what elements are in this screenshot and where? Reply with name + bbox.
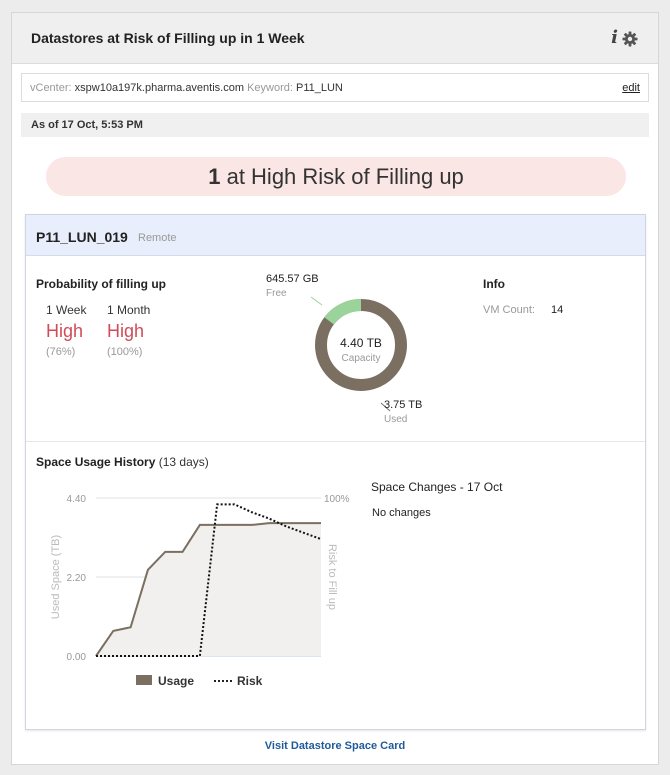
history-title: Space Usage History (13 days) bbox=[36, 455, 209, 469]
info-title: Info bbox=[483, 277, 505, 291]
widget-panel: Datastores at Risk of Filling up in 1 We… bbox=[11, 12, 659, 765]
datastore-card: P11_LUN_019 Remote Probability of fillin… bbox=[25, 214, 646, 730]
legend-usage-label: Usage bbox=[158, 674, 195, 688]
probability-month-pct: (100%) bbox=[107, 346, 143, 358]
free-value: 645.57 GB bbox=[266, 273, 319, 285]
capacity-value: 4.40 TB bbox=[340, 336, 382, 350]
info-icon[interactable]: i bbox=[611, 27, 618, 48]
free-leader-line bbox=[310, 296, 323, 306]
usage-line bbox=[95, 522, 321, 657]
visit-datastore-link[interactable]: Visit Datastore Space Card bbox=[264, 740, 406, 752]
y-axis-title: Used Space (TB) bbox=[50, 535, 62, 619]
used-label: Used bbox=[384, 414, 408, 425]
used-leader-line bbox=[380, 402, 391, 412]
used-value: 3.75 TB bbox=[384, 399, 423, 411]
space-changes-title: Space Changes - 17 Oct bbox=[371, 480, 503, 494]
widget-header: Datastores at Risk of Filling up in 1 We… bbox=[12, 13, 658, 64]
keyword-value: P11_LUN bbox=[296, 82, 343, 94]
donut-free-arc bbox=[324, 299, 362, 325]
probability-month-level: High bbox=[107, 321, 145, 341]
probability-month: 1 Month High (100%) bbox=[107, 303, 150, 358]
vcenter-label: vCenter: bbox=[30, 82, 72, 94]
space-changes-body: No changes bbox=[372, 507, 431, 519]
capacity-donut: 645.57 GB Free 4.40 TB Capacity 3.75 TB … bbox=[266, 267, 486, 437]
y-tick-label: 4.40 bbox=[67, 494, 87, 505]
probability-week-pct: (76%) bbox=[46, 346, 76, 358]
y2-axis-title: Risk to Fill up bbox=[326, 544, 338, 610]
filter-text: vCenter: xspw10a197k.pharma.aventis.com … bbox=[30, 82, 343, 94]
section-divider bbox=[26, 441, 645, 442]
free-label: Free bbox=[266, 288, 287, 299]
risk-line bbox=[96, 503, 322, 657]
gear-icon[interactable] bbox=[622, 31, 638, 47]
legend-usage[interactable]: Usage bbox=[136, 674, 194, 688]
usage-area bbox=[96, 523, 321, 656]
capacity-donut-chart bbox=[310, 296, 407, 412]
risk-summary-banner: 1 at High Risk of Filling up bbox=[46, 157, 626, 196]
risk-summary-text: at High Risk of Filling up bbox=[226, 164, 464, 189]
history-days: (13 days) bbox=[158, 455, 209, 469]
legend-risk-swatch bbox=[214, 680, 232, 682]
y2-tick-label: 100% bbox=[324, 494, 350, 505]
legend-risk-label: Risk bbox=[237, 674, 263, 688]
filter-bar: vCenter: xspw10a197k.pharma.aventis.com … bbox=[21, 73, 649, 102]
edit-link[interactable]: edit bbox=[622, 82, 640, 94]
probability-month-period: 1 Month bbox=[107, 303, 151, 317]
legend-risk[interactable]: Risk bbox=[214, 674, 262, 688]
probability-title: Probability of filling up bbox=[36, 277, 166, 291]
datastore-name: P11_LUN_019 bbox=[36, 229, 128, 245]
probability-week-level: High bbox=[46, 321, 84, 341]
y-tick-label: 2.20 bbox=[67, 573, 87, 584]
datastore-type: Remote bbox=[138, 232, 177, 244]
vcenter-value: xspw10a197k.pharma.aventis.com bbox=[74, 82, 245, 94]
capacity-label: Capacity bbox=[341, 353, 381, 364]
datastore-header: P11_LUN_019 Remote bbox=[26, 215, 645, 256]
risk-count: 1 bbox=[208, 164, 221, 189]
history-title-label: Space Usage History bbox=[36, 455, 156, 469]
probability-week: 1 Week High (76%) bbox=[46, 303, 86, 358]
widget-title: Datastores at Risk of Filling up in 1 We… bbox=[31, 30, 305, 46]
vm-count-value: 14 bbox=[551, 304, 564, 316]
as-of-timestamp: As of 17 Oct, 5:53 PM bbox=[21, 113, 649, 137]
y-tick-label: 0.00 bbox=[67, 652, 87, 660]
keyword-label: Keyword: bbox=[247, 82, 293, 94]
legend-usage-swatch bbox=[136, 675, 152, 685]
vm-count-label: VM Count: bbox=[483, 304, 535, 316]
probability-week-period: 1 Week bbox=[46, 303, 87, 317]
